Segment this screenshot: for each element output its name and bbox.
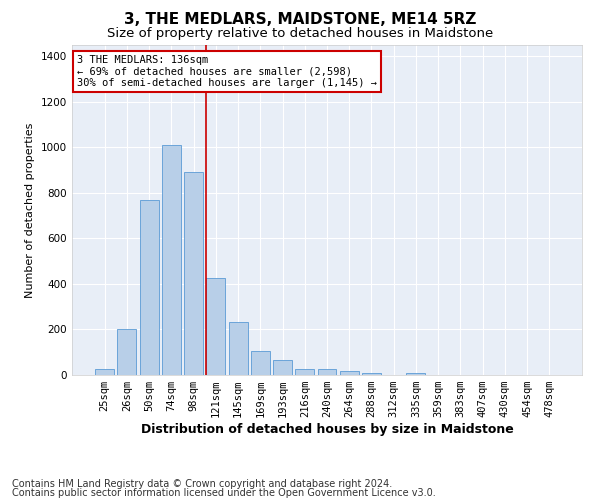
Bar — [95, 370, 114, 375]
Text: 3, THE MEDLARS, MAIDSTONE, ME14 5RZ: 3, THE MEDLARS, MAIDSTONE, ME14 5RZ — [124, 12, 476, 28]
Bar — [317, 370, 337, 375]
Y-axis label: Number of detached properties: Number of detached properties — [25, 122, 35, 298]
Bar — [273, 360, 292, 375]
Bar — [406, 372, 425, 375]
X-axis label: Distribution of detached houses by size in Maidstone: Distribution of detached houses by size … — [140, 423, 514, 436]
Bar — [229, 322, 248, 375]
Bar — [140, 200, 158, 375]
Text: 3 THE MEDLARS: 136sqm
← 69% of detached houses are smaller (2,598)
30% of semi-d: 3 THE MEDLARS: 136sqm ← 69% of detached … — [77, 55, 377, 88]
Text: Contains public sector information licensed under the Open Government Licence v3: Contains public sector information licen… — [12, 488, 436, 498]
Bar — [184, 172, 203, 375]
Bar — [162, 145, 181, 375]
Bar — [251, 351, 270, 375]
Bar — [206, 278, 225, 375]
Bar — [362, 372, 381, 375]
Text: Contains HM Land Registry data © Crown copyright and database right 2024.: Contains HM Land Registry data © Crown c… — [12, 479, 392, 489]
Text: Size of property relative to detached houses in Maidstone: Size of property relative to detached ho… — [107, 28, 493, 40]
Bar — [295, 370, 314, 375]
Bar — [340, 371, 359, 375]
Bar — [118, 330, 136, 375]
